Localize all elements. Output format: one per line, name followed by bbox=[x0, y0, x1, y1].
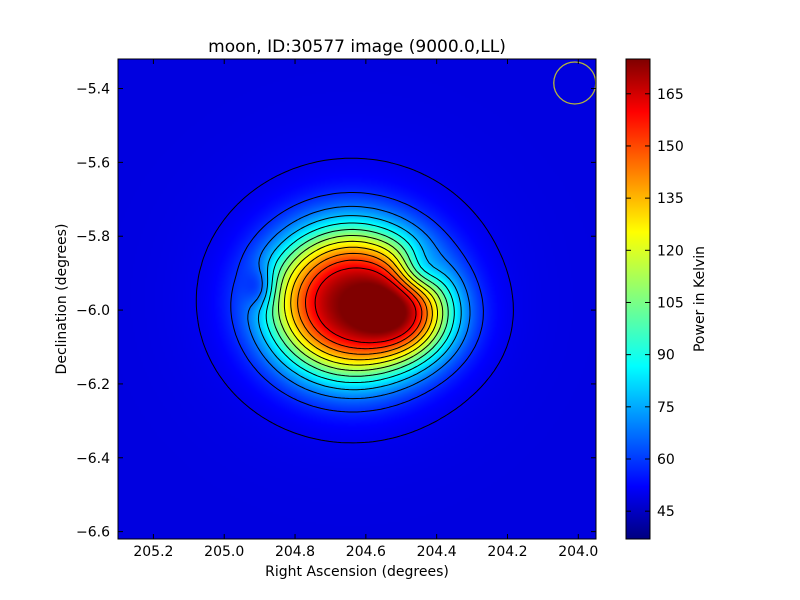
colorbar-ticks: 45 60 75 90 105 120 135 150 165 bbox=[626, 87, 684, 520]
y-tick-label: −5.6 bbox=[76, 155, 110, 171]
chart-title: moon, ID:30577 image (9000.0,LL) bbox=[208, 37, 506, 57]
x-tick-label: 205.0 bbox=[204, 544, 244, 560]
colorbar-tick-label: 150 bbox=[657, 139, 684, 155]
colorbar-tick-label: 120 bbox=[657, 243, 684, 259]
contour-line bbox=[230, 192, 484, 413]
x-tick-label: 204.0 bbox=[558, 544, 598, 560]
x-tick-label: 204.8 bbox=[275, 544, 315, 560]
plot-frame bbox=[117, 58, 597, 540]
colorbar-tick-label: 60 bbox=[657, 452, 675, 468]
colorbar-tick-label: 135 bbox=[657, 191, 684, 207]
x-tick-label: 204.4 bbox=[417, 544, 457, 560]
contour-line bbox=[278, 235, 444, 372]
contour-line bbox=[297, 252, 428, 355]
x-tick-label: 204.2 bbox=[487, 544, 527, 560]
x-axis: 205.2 205.0 204.8 204.6 204.4 204.2 204.0 bbox=[133, 59, 598, 560]
y-axis-label: Declination (degrees) bbox=[54, 224, 70, 375]
y-tick-label: −6.4 bbox=[76, 451, 110, 467]
contour-line bbox=[283, 240, 438, 366]
contour-line bbox=[305, 259, 423, 350]
contour-line bbox=[257, 215, 462, 391]
colorbar-tick-label: 165 bbox=[657, 87, 684, 103]
y-tick-label: −6.2 bbox=[76, 377, 110, 393]
plot-area: 205.2 205.0 204.8 204.6 204.4 204.2 204.0 −5.4… bbox=[76, 58, 598, 560]
contour-line bbox=[195, 157, 514, 444]
colorbar-tick-label: 45 bbox=[657, 504, 675, 520]
y-tick-label: −5.8 bbox=[76, 229, 110, 245]
y-tick-label: −6.0 bbox=[76, 303, 110, 319]
colorbar: 45 60 75 90 105 120 135 150 165 Power in Kelvin bbox=[625, 58, 708, 540]
colorbar-tick-label: 105 bbox=[657, 295, 684, 311]
contour-line bbox=[314, 267, 417, 344]
y-tick-label: −6.6 bbox=[76, 525, 110, 541]
contour-lines bbox=[195, 157, 514, 444]
x-tick-label: 204.6 bbox=[346, 544, 386, 560]
colorbar-tick-label: 90 bbox=[657, 348, 675, 364]
y-axis: −5.4 −5.6 −5.8 −6.0 −6.2 −6.4 −6.6 bbox=[76, 82, 596, 541]
contour-line bbox=[265, 222, 455, 383]
heatmap-image bbox=[118, 59, 596, 539]
contour-line bbox=[247, 205, 471, 400]
x-axis-label: Right Ascension (degrees) bbox=[265, 564, 449, 580]
colorbar-tick-label: 75 bbox=[657, 400, 675, 416]
x-tick-label: 205.2 bbox=[133, 544, 173, 560]
contour-line bbox=[290, 246, 433, 361]
y-tick-label: −5.4 bbox=[76, 82, 110, 98]
colorbar-label: Power in Kelvin bbox=[692, 246, 708, 352]
contour-line bbox=[272, 228, 449, 377]
colorbar-gradient bbox=[625, 58, 651, 540]
